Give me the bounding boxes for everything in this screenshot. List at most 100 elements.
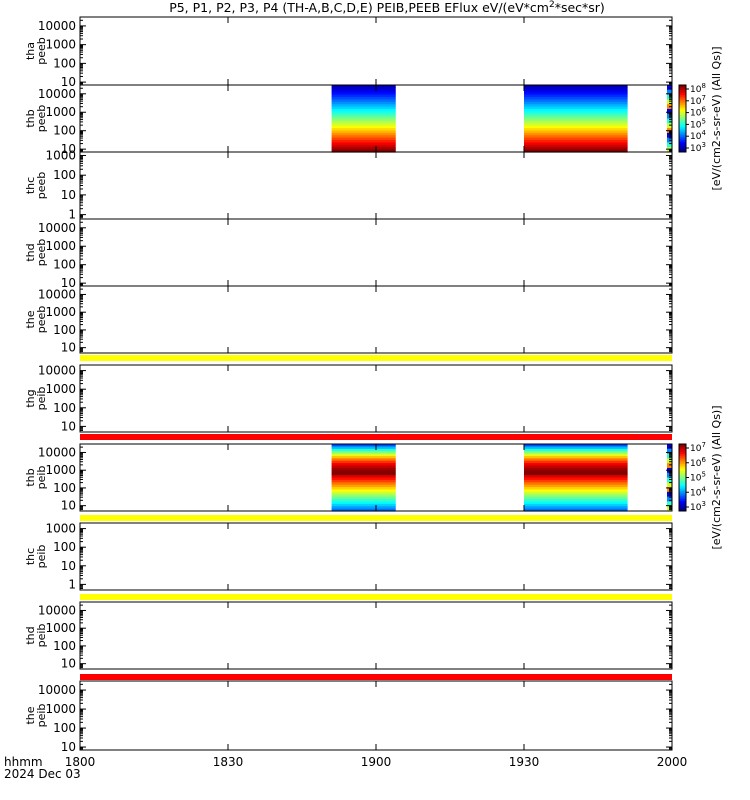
spectrogram-cell bbox=[331, 101, 396, 105]
colorbar-cell bbox=[679, 497, 686, 500]
colorbar-cell bbox=[679, 477, 686, 480]
colorbar-cell bbox=[679, 123, 686, 126]
y-tick-label: 10000 bbox=[38, 19, 76, 33]
colorbar-tick-exp: 8 bbox=[701, 82, 705, 90]
spectrogram-cell bbox=[524, 499, 628, 503]
colorbar-cell bbox=[679, 125, 686, 128]
spectrogram-cell bbox=[524, 475, 628, 479]
flag-bar bbox=[80, 674, 672, 680]
colorbar-cell bbox=[679, 120, 686, 123]
colorbar-cell bbox=[679, 116, 686, 119]
colorbar-cell bbox=[679, 465, 686, 468]
spectrogram-cell bbox=[524, 106, 628, 110]
x-tick-label: 1900 bbox=[361, 755, 392, 769]
colorbar-cell bbox=[679, 464, 686, 467]
y-tick-label: 10 bbox=[61, 75, 76, 89]
colorbar-tick-exp: 5 bbox=[701, 117, 705, 125]
spectrogram-cell bbox=[331, 89, 396, 93]
spectrogram-cell bbox=[524, 465, 628, 469]
y-label-probe: thd bbox=[24, 243, 37, 261]
edge-stripe-cell bbox=[667, 118, 672, 124]
spectrogram-cell bbox=[331, 484, 396, 488]
y-label-product: peib bbox=[35, 387, 48, 411]
edge-stripe-cell bbox=[667, 477, 672, 483]
y-axis-label: thcpeeb bbox=[24, 172, 48, 200]
colorbar-tick-exp: 4 bbox=[701, 129, 706, 137]
colorbar-tick-exp: 5 bbox=[701, 471, 705, 479]
y-label-product: peeb bbox=[35, 172, 48, 200]
colorbar-cell bbox=[679, 105, 686, 108]
spectrogram-cell bbox=[331, 506, 396, 510]
colorbar-cell bbox=[679, 487, 686, 490]
spectrogram-cell bbox=[524, 472, 628, 476]
spectrogram-cell bbox=[524, 448, 628, 452]
burst-thb-peib-0 bbox=[331, 444, 672, 512]
spectrogram-cell bbox=[524, 85, 628, 88]
panel-the-peib: 10000 1000 100 10 thepeib bbox=[24, 680, 673, 754]
colorbar-cell bbox=[679, 118, 686, 121]
y-label-product: peib bbox=[35, 466, 48, 490]
spectrogram-cell bbox=[524, 140, 628, 144]
spectrogram-cell bbox=[524, 487, 628, 491]
spectrogram-cell bbox=[331, 130, 396, 134]
edge-stripe-cell bbox=[667, 85, 672, 91]
spectrogram-cell bbox=[331, 487, 396, 491]
spectrogram-cell bbox=[524, 506, 628, 510]
y-tick-label: 10 bbox=[61, 341, 76, 355]
colorbar-tick-label: 105 bbox=[690, 117, 706, 130]
spectrogram-cell bbox=[524, 470, 628, 474]
colorbar-cell bbox=[679, 449, 686, 452]
y-tick-label: 1 bbox=[68, 208, 76, 222]
colorbar-cell bbox=[679, 135, 686, 138]
y-tick-label: 10 bbox=[61, 188, 76, 202]
colorbar-cell bbox=[679, 470, 686, 473]
y-axis-label: thepeib bbox=[24, 704, 48, 728]
spectrogram-cell bbox=[331, 120, 396, 124]
spectrogram-cell bbox=[524, 446, 628, 450]
colorbar-tick-label: 103 bbox=[690, 500, 706, 513]
x-axis: hhmm 2024 Dec 03 1800 1830 1900 1930 2000 bbox=[4, 755, 687, 781]
spectrogram-cell bbox=[524, 125, 628, 129]
spectrogram-cell bbox=[524, 484, 628, 488]
colorbar-cell bbox=[679, 462, 686, 465]
y-label-product: peeb bbox=[35, 306, 48, 334]
spectrogram-cell bbox=[331, 470, 396, 474]
y-axis-label: thdpeib bbox=[24, 624, 48, 648]
colorbar-tick-exp: 3 bbox=[701, 141, 705, 149]
spectrogram-cell bbox=[524, 104, 628, 108]
spectrogram-cell bbox=[524, 463, 628, 467]
colorbar-cell bbox=[679, 505, 686, 509]
panel-thg-peib: 10000 1000 100 10 thgpeib bbox=[24, 364, 673, 433]
y-tick-label: 1000 bbox=[45, 239, 76, 253]
y-label-probe: thc bbox=[24, 177, 37, 194]
edge-stripe-cell bbox=[667, 458, 672, 464]
colorbar-tick-label: 107 bbox=[690, 441, 706, 454]
colorbar-cell bbox=[679, 143, 686, 146]
colorbar-cell bbox=[679, 90, 686, 93]
y-label-product: peib bbox=[35, 704, 48, 728]
colorbar-cell bbox=[679, 91, 686, 94]
colorbar-cell bbox=[679, 459, 686, 462]
spectrogram-cell bbox=[524, 113, 628, 117]
spectrogram-cell bbox=[331, 149, 396, 153]
spectrogram-cell bbox=[524, 477, 628, 481]
colorbar-cell bbox=[679, 115, 686, 118]
spectrogram-cell bbox=[524, 118, 628, 122]
colorbar-cell bbox=[679, 138, 686, 141]
spectrogram-cell bbox=[331, 132, 396, 136]
colorbar-cell bbox=[679, 148, 686, 151]
colorbar-cell bbox=[679, 95, 686, 98]
spectrogram-cell bbox=[524, 135, 628, 139]
y-label-product: peib bbox=[35, 545, 48, 569]
flag-bar bbox=[80, 515, 672, 521]
spectrogram-cell bbox=[524, 142, 628, 146]
x-axis-label-hhmm: hhmm bbox=[4, 755, 43, 769]
y-tick-label: 100 bbox=[53, 168, 76, 182]
spectrogram-cell bbox=[524, 467, 628, 471]
colorbar-tick-label: 108 bbox=[690, 82, 706, 95]
panel-thb-peeb: 10000 1000 100 10 thbpeeb bbox=[24, 84, 673, 156]
colorbar-tick-base: 10 bbox=[690, 97, 702, 107]
spectrogram-cell bbox=[524, 89, 628, 93]
colorbar-tick-label: 106 bbox=[690, 106, 706, 119]
